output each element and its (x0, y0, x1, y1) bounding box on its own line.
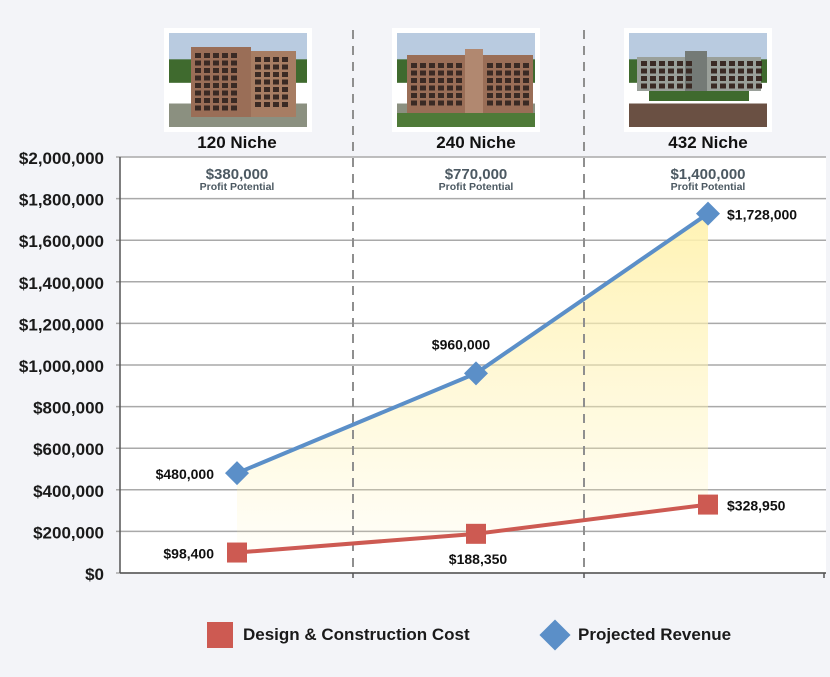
legend-label-cost: Design & Construction Cost (243, 625, 470, 644)
revenue-point-marker (225, 461, 249, 486)
legend-label-revenue: Projected Revenue (578, 625, 732, 644)
category-label: 120 Niche (197, 133, 276, 152)
columbarium-432-niche-photo (624, 28, 772, 132)
profit-caption: Profit Potential (200, 181, 275, 193)
cost-data-label: $188,350 (449, 551, 508, 567)
y-tick-label: $2,000,000 (19, 149, 104, 168)
profit-value: $1,400,000 (670, 166, 745, 183)
profit-caption: Profit Potential (671, 181, 746, 193)
profit-value: $770,000 (445, 166, 508, 183)
revenue-point-marker (696, 201, 720, 226)
legend-item-revenue: Projected Revenue (538, 619, 732, 651)
category-label: 240 Niche (436, 133, 515, 152)
legend-item-cost: Design & Construction Cost (207, 620, 470, 650)
y-tick-label: $1,600,000 (19, 232, 104, 251)
y-tick-label: $0 (85, 565, 104, 584)
y-tick-label: $1,400,000 (19, 274, 104, 293)
y-tick-label: $400,000 (33, 482, 104, 501)
profit-value: $380,000 (206, 166, 269, 183)
y-tick-label: $1,000,000 (19, 357, 104, 376)
cost-data-label: $328,950 (727, 498, 786, 514)
y-tick-label: $600,000 (33, 440, 104, 459)
profit-fill-area (237, 213, 708, 553)
legend-square-marker (207, 622, 233, 648)
revenue-point-marker (464, 361, 488, 386)
y-tick-label: $800,000 (33, 399, 104, 418)
cost-data-label: $98,400 (163, 546, 214, 562)
y-tick-label: $200,000 (33, 523, 104, 542)
y-tick-label: $1,200,000 (19, 315, 104, 334)
category-label: 432 Niche (668, 133, 747, 152)
cost-point-marker (466, 523, 486, 544)
profit-caption: Profit Potential (439, 181, 514, 193)
columbarium-240-niche-photo (392, 28, 540, 132)
cost-point-marker (227, 542, 247, 563)
revenue-data-label: $960,000 (432, 336, 491, 352)
revenue-data-label: $1,728,000 (727, 207, 797, 223)
y-tick-label: $1,800,000 (19, 191, 104, 210)
columbarium-120-niche-photo (164, 28, 312, 132)
revenue-data-label: $480,000 (156, 466, 215, 482)
cost-point-marker (698, 494, 718, 515)
legend-diamond-marker (539, 619, 571, 651)
